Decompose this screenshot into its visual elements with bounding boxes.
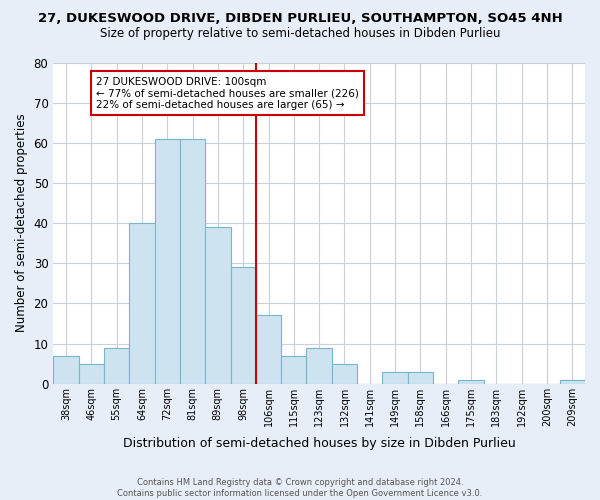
- Y-axis label: Number of semi-detached properties: Number of semi-detached properties: [15, 114, 28, 332]
- X-axis label: Distribution of semi-detached houses by size in Dibden Purlieu: Distribution of semi-detached houses by …: [123, 437, 515, 450]
- Bar: [256, 316, 281, 384]
- Bar: [408, 372, 433, 384]
- Bar: [281, 356, 307, 384]
- Bar: [79, 364, 104, 384]
- Bar: [560, 380, 585, 384]
- Bar: [458, 380, 484, 384]
- Bar: [230, 268, 256, 384]
- Bar: [180, 139, 205, 384]
- Text: Size of property relative to semi-detached houses in Dibden Purlieu: Size of property relative to semi-detach…: [100, 28, 500, 40]
- Bar: [205, 227, 230, 384]
- Bar: [332, 364, 357, 384]
- Bar: [155, 139, 180, 384]
- Text: Contains HM Land Registry data © Crown copyright and database right 2024.
Contai: Contains HM Land Registry data © Crown c…: [118, 478, 482, 498]
- Bar: [382, 372, 408, 384]
- Bar: [129, 223, 155, 384]
- Bar: [307, 348, 332, 384]
- Bar: [104, 348, 129, 384]
- Text: 27 DUKESWOOD DRIVE: 100sqm
← 77% of semi-detached houses are smaller (226)
22% o: 27 DUKESWOOD DRIVE: 100sqm ← 77% of semi…: [97, 76, 359, 110]
- Bar: [53, 356, 79, 384]
- Text: 27, DUKESWOOD DRIVE, DIBDEN PURLIEU, SOUTHAMPTON, SO45 4NH: 27, DUKESWOOD DRIVE, DIBDEN PURLIEU, SOU…: [38, 12, 562, 26]
